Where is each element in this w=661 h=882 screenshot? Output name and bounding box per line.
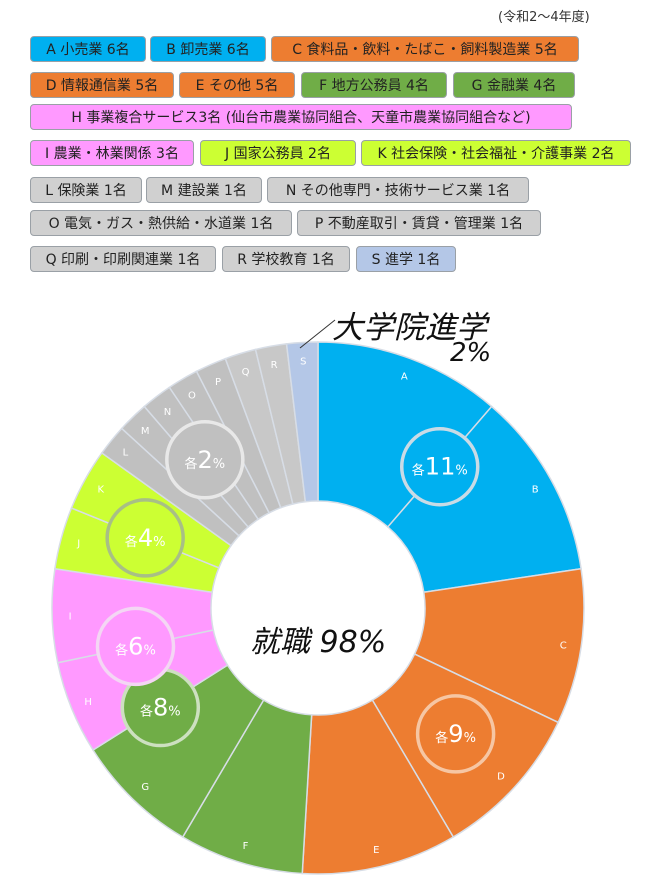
segment-label-l: L	[123, 448, 129, 459]
legend-item-g: G 金融業 4名	[453, 72, 575, 98]
group-badge-ring	[105, 498, 185, 578]
group-badge-text: 各8%	[140, 694, 181, 722]
group-badge-ring	[95, 606, 176, 687]
group-badge-unit: %	[464, 731, 476, 746]
group-badge-text: 各9%	[435, 720, 476, 748]
employment-center-label: 就職 98%	[250, 625, 387, 660]
grad-school-percent: 2%	[450, 338, 492, 368]
legend-item-r: R 学校教育 1名	[222, 246, 350, 272]
segment-label-j: J	[76, 539, 80, 550]
legend-item-f: F 地方公務員 4名	[301, 72, 447, 98]
group-badge-prefix: 各	[435, 730, 448, 746]
group-badge-value: 9	[448, 720, 463, 748]
legend-item-m: M 建設業 1名	[146, 177, 262, 203]
segment-b	[386, 405, 582, 594]
legend: A 小売業 6名 B 卸売業 6名 C 食料品・飲料・たばこ・飼料製造業 5名 D 情…	[0, 0, 661, 290]
grad-school-label: 大学院進学	[332, 310, 487, 346]
legend-item-c: C 食料品・飲料・たばこ・飼料製造業 5名	[271, 36, 579, 62]
legend-item-b: B 卸売業 6名	[150, 36, 266, 62]
segment-label-k: K	[98, 484, 105, 495]
group-badge-ring	[415, 694, 496, 774]
group-badge-unit: %	[168, 705, 180, 720]
group-badge-text: 各11%	[412, 453, 468, 481]
group-badge-unit: %	[213, 457, 225, 472]
group-badge-prefix: 各	[115, 642, 128, 658]
group-badge-value: 11	[425, 453, 456, 481]
legend-item-s: S 進学 1名	[356, 246, 456, 272]
legend-item-n: N その他専門・技術サービス業 1名	[267, 177, 529, 203]
segment-label-p: P	[215, 377, 221, 388]
segment-a	[317, 341, 493, 529]
group-badge-value: 6	[128, 632, 143, 660]
legend-item-i: I 農業・林業関係 3名	[30, 140, 194, 166]
group-badge-prefix: 各	[412, 463, 425, 479]
legend-item-e: E その他 5名	[179, 72, 295, 98]
legend-item-a: A 小売業 6名	[30, 36, 146, 62]
segment-label-d: D	[497, 771, 505, 782]
segment-label-e: E	[373, 845, 379, 856]
group-badge-unit: %	[455, 464, 467, 479]
group-badge-prefix: 各	[140, 704, 153, 720]
legend-item-d: D 情報通信業 5名	[30, 72, 174, 98]
group-badge-value: 2	[198, 446, 213, 474]
segment-label-a: A	[401, 372, 408, 383]
segment-label-f: F	[243, 841, 249, 852]
group-badge-prefix: 各	[125, 534, 138, 550]
group-badge-value: 4	[138, 524, 153, 552]
group-badge-unit: %	[143, 643, 155, 658]
group-badge-prefix: 各	[185, 456, 198, 472]
segment-label-o: O	[188, 390, 196, 401]
legend-item-o: O 電気・ガス・熱供給・水道業 1名	[30, 210, 292, 236]
segment-label-h: H	[84, 697, 92, 708]
segment-label-i: I	[69, 611, 72, 622]
group-badge-value: 8	[153, 694, 168, 722]
segment-label-s: S	[300, 356, 306, 367]
segment-s	[285, 341, 319, 503]
segment-label-c: C	[560, 641, 567, 652]
period-label: (令和2〜4年度)	[498, 10, 590, 25]
segment-label-n: N	[164, 407, 171, 418]
grad-leader-line	[299, 319, 336, 349]
group-badge-text: 各4%	[125, 524, 166, 552]
legend-item-q: Q 印刷・印刷関連業 1名	[30, 246, 216, 272]
group-badge-ring	[165, 420, 245, 500]
segment-label-r: R	[271, 360, 278, 371]
group-badge-text: 各2%	[185, 446, 226, 474]
legend-item-j: J 国家公務員 2名	[200, 140, 356, 166]
group-badge-unit: %	[153, 535, 165, 550]
group-badge-text: 各6%	[115, 632, 156, 660]
segment-label-g: G	[141, 782, 149, 793]
segment-label-q: Q	[242, 367, 250, 378]
legend-item-k: K 社会保険・社会福祉・介護事業 2名	[361, 140, 631, 166]
legend-item-l: L 保険業 1名	[30, 177, 142, 203]
legend-item-p: P 不動産取引・賃貸・管理業 1名	[297, 210, 541, 236]
segment-label-m: M	[141, 426, 150, 437]
legend-item-h: H 事業複合サービス3名 (仙台市農業協同組合、天童市農業協同組合など)	[30, 104, 572, 130]
group-badge-ring	[400, 426, 480, 507]
segment-label-b: B	[532, 484, 539, 495]
